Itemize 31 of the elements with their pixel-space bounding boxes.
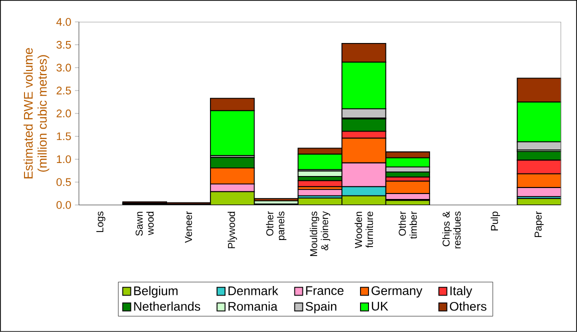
y-tick-label: 3.0 xyxy=(56,64,71,72)
legend-label: Germany xyxy=(372,286,422,298)
legend-label: Spain xyxy=(306,302,336,314)
x-tick-label: Other timber xyxy=(398,211,417,239)
legend-label: Belgium xyxy=(134,286,178,298)
x-tick-label: Chips & residues xyxy=(442,211,461,248)
x-tick-label: Paper xyxy=(534,211,544,238)
y-tick-label: 0.5 xyxy=(56,178,71,186)
x-tick-label: Other panels xyxy=(266,211,286,240)
legend-label: Others xyxy=(450,302,486,311)
y-tick-label: 2.0 xyxy=(56,110,71,118)
legend-label: Romania xyxy=(228,302,278,311)
y-tick-label: 4.0 xyxy=(56,18,71,26)
x-tick-label: Sawn wood xyxy=(136,212,154,236)
x-tick-label: Wooden furniture xyxy=(354,212,374,248)
legend-label: Denmark xyxy=(228,286,278,296)
x-tick-label: Pulp xyxy=(490,212,500,230)
y-tick-label: 3.5 xyxy=(56,40,71,49)
y-tick-label: 2.5 xyxy=(56,86,71,94)
y-axis-title: Estimated RWE volume (million cubic metres) xyxy=(24,48,50,178)
legend-label: France xyxy=(306,286,344,296)
legend-label: UK xyxy=(372,302,388,311)
y-tick-label: 0.0 xyxy=(56,201,71,209)
x-tick-label: Veneer xyxy=(185,211,192,243)
y-tick-label: 1.0 xyxy=(56,155,71,164)
x-tick-label: Logs xyxy=(96,212,106,232)
x-tick-label: Mouldings & joinery xyxy=(310,211,330,256)
legend-label: Italy xyxy=(450,286,472,298)
legend-label: Netherlands xyxy=(134,302,200,311)
x-tick-label: Plywood xyxy=(228,212,237,248)
y-tick-label: 1.5 xyxy=(56,132,71,140)
